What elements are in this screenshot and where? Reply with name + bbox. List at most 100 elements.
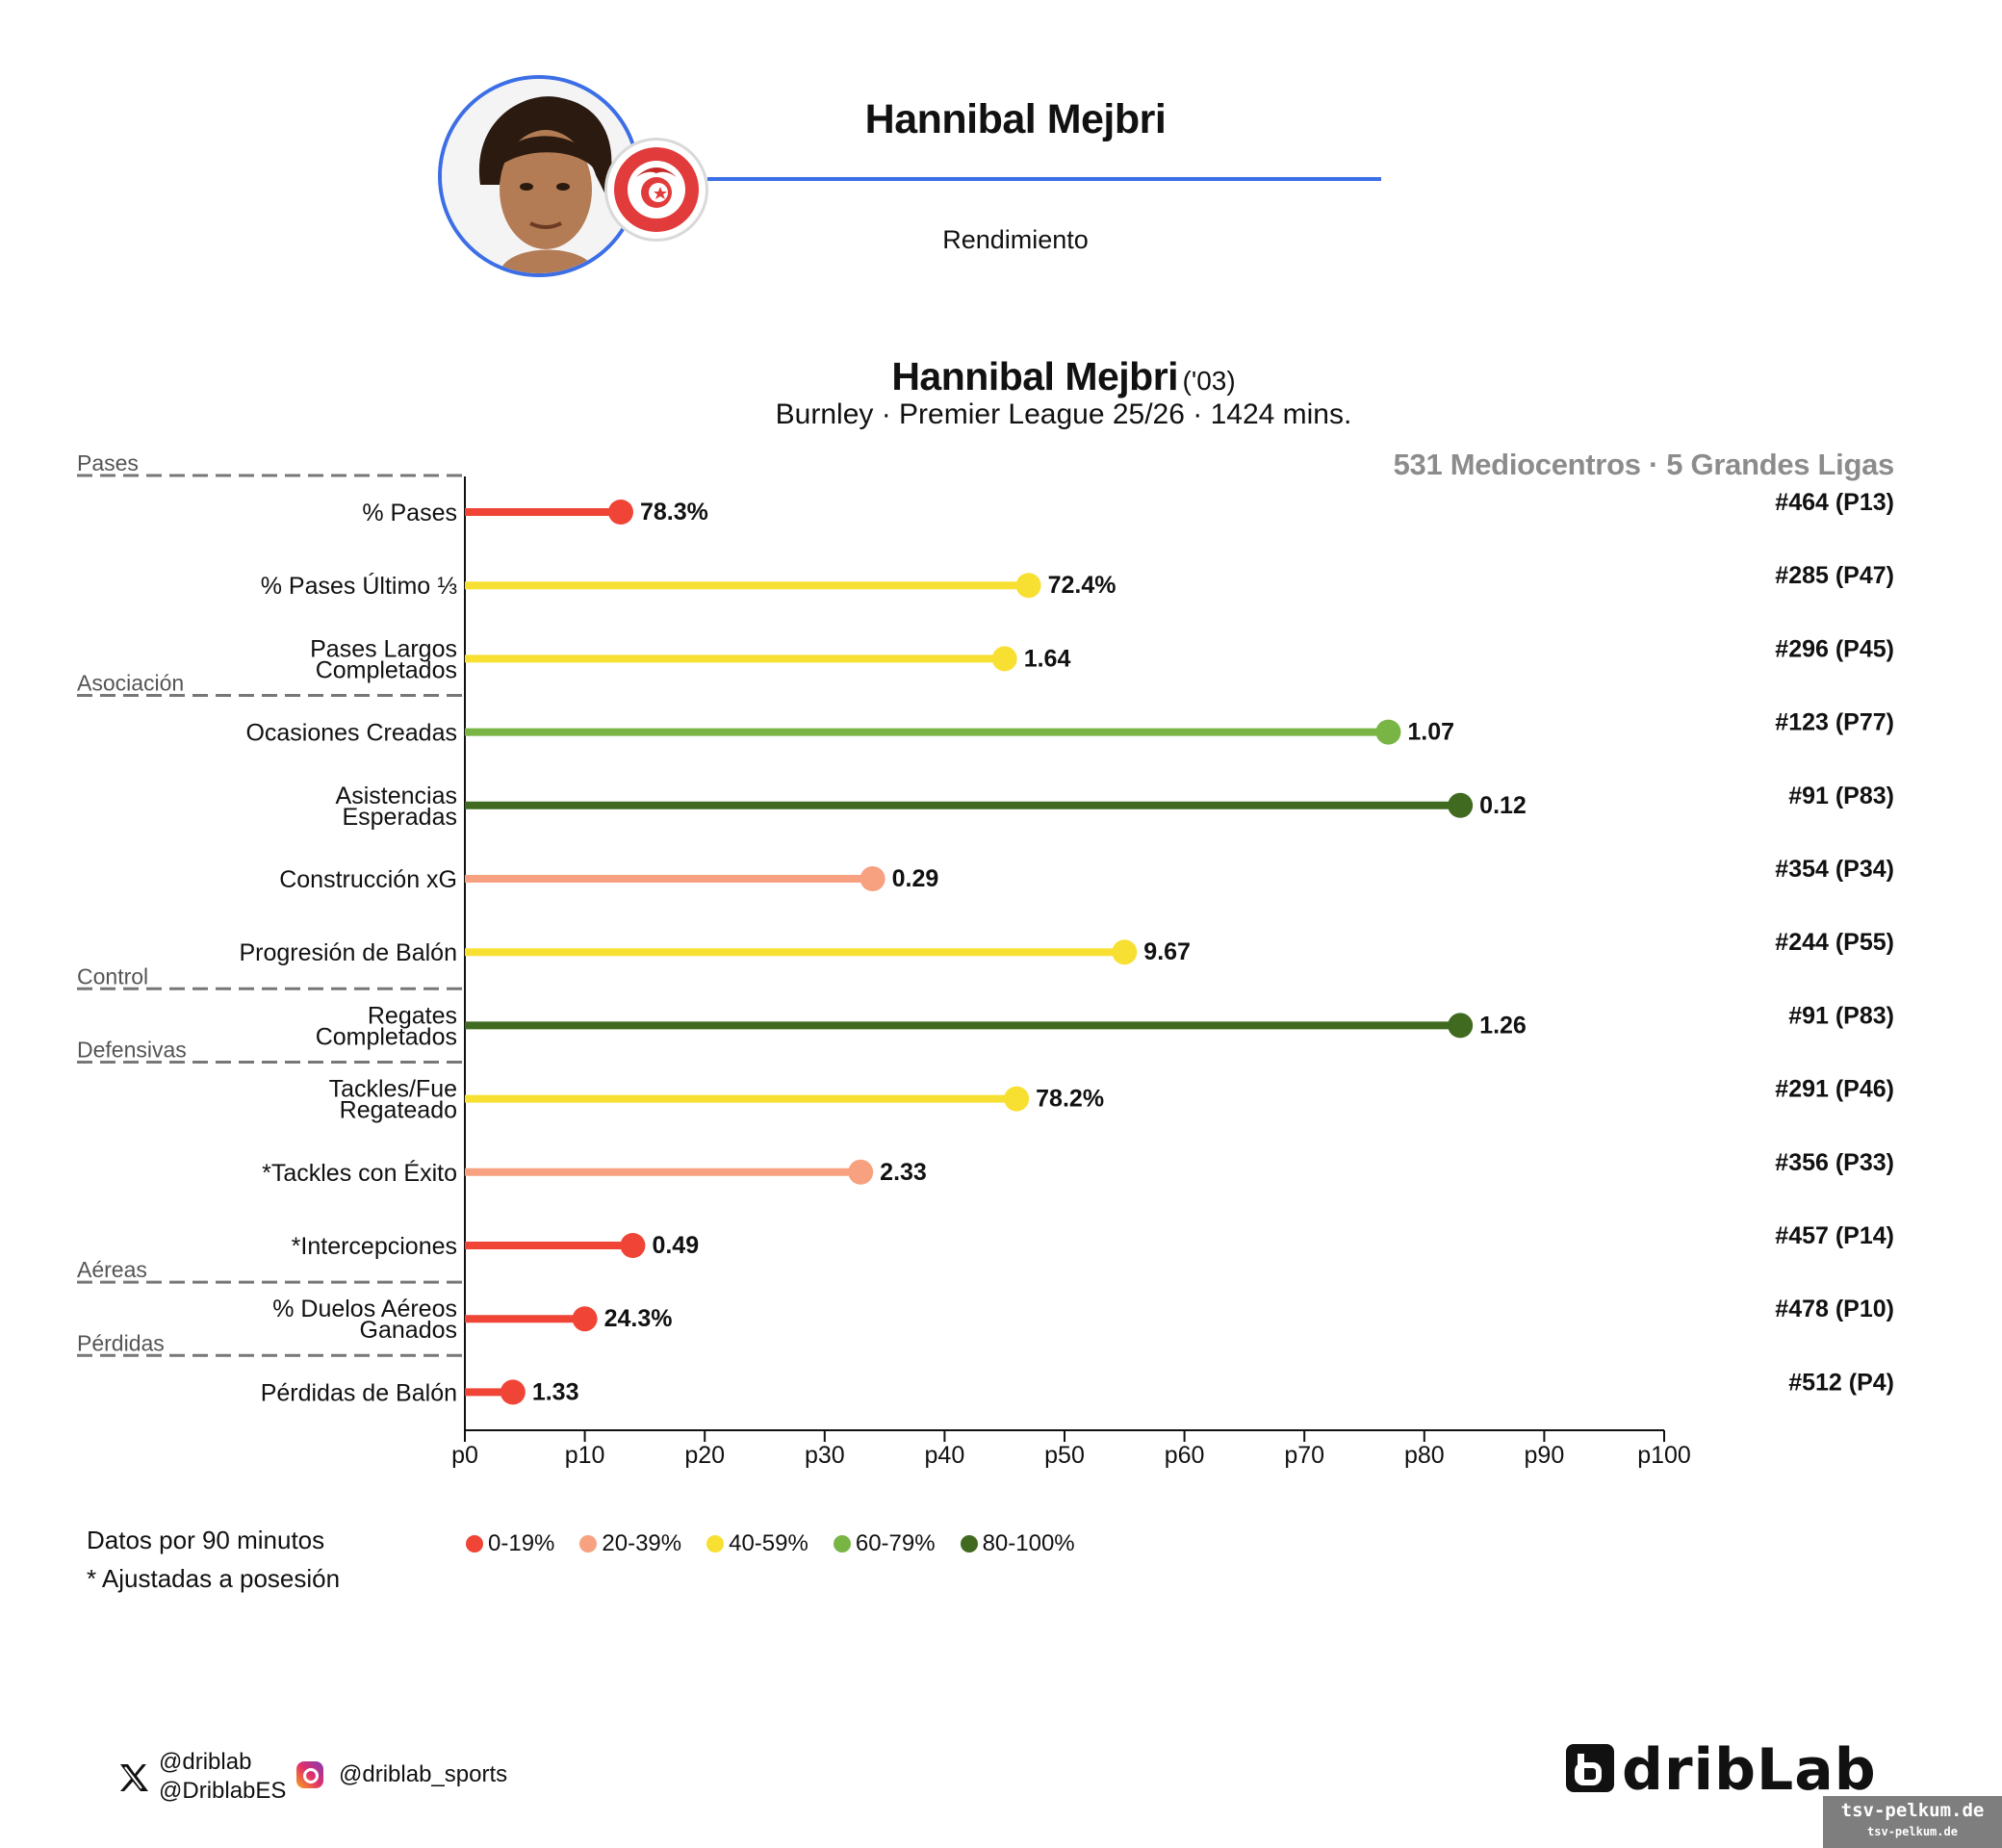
metric-value: 1.07 [1407, 719, 1454, 746]
legend-label: 40-59% [729, 1530, 808, 1556]
twitter-handle-driblabes[interactable]: @DriblabES [159, 1778, 287, 1804]
section-label: Pases [77, 450, 139, 475]
twitter-handle-driblab[interactable]: @driblab [159, 1749, 252, 1775]
legend-label: 0-19% [488, 1530, 555, 1556]
metric-dot [572, 1306, 598, 1332]
section-label: Defensivas [77, 1038, 187, 1063]
metric-value: 1.26 [1479, 1012, 1527, 1039]
metric-rank: #457 (P14) [1775, 1222, 1894, 1249]
driblab-logo-icon [1566, 1744, 1614, 1792]
metric-label: Tackles/Fue [329, 1076, 457, 1103]
metric-value: 24.3% [604, 1305, 673, 1332]
legend-item: 20-39% [579, 1530, 681, 1557]
legend-dot [579, 1535, 598, 1553]
legend-label: 20-39% [602, 1530, 682, 1556]
chart-notes: Datos por 90 minutos * Ajustadas a poses… [87, 1521, 340, 1598]
metric-dot [860, 866, 886, 891]
metric-dot [500, 1379, 526, 1405]
metric-label-line2: Ganados [360, 1317, 457, 1344]
metric-rank: #478 (P10) [1775, 1296, 1894, 1322]
legend-dot [706, 1535, 725, 1553]
metric-value: 78.2% [1036, 1086, 1104, 1113]
metric-rank: #285 (P47) [1775, 562, 1894, 589]
metric-dot [1448, 792, 1474, 818]
legend-item: 80-100% [960, 1530, 1075, 1557]
metric-dot [991, 646, 1017, 672]
x-tick-label: p60 [1165, 1442, 1205, 1469]
legend-item: 60-79% [833, 1530, 936, 1557]
legend-label: 80-100% [982, 1530, 1075, 1556]
player-header: Hannibal Mejbri Rendimiento [0, 0, 2002, 308]
metric-value: 0.29 [892, 865, 939, 892]
metric-value: 0.12 [1479, 792, 1527, 819]
metric-label-line2: Regateado [340, 1097, 457, 1124]
x-tick-label: p90 [1525, 1442, 1565, 1469]
metric-value: 0.49 [652, 1232, 699, 1259]
metric-value: 72.4% [1048, 572, 1116, 599]
legend-item: 40-59% [706, 1530, 808, 1557]
tunisia-federation-crest-icon [614, 147, 699, 232]
x-tick-label: p20 [684, 1442, 725, 1469]
driblab-logo: dribLab [1564, 1736, 1876, 1804]
metric-rank: #354 (P34) [1775, 856, 1894, 883]
metric-dot [1375, 719, 1401, 745]
legend-dot [960, 1535, 978, 1553]
section-label: Aéreas [77, 1257, 147, 1282]
metric-rank: #91 (P83) [1788, 1002, 1894, 1029]
x-tick-label: p30 [805, 1442, 845, 1469]
metric-rank: #123 (P77) [1775, 709, 1894, 736]
x-tick-label: p80 [1404, 1442, 1445, 1469]
legend-label: 60-79% [855, 1530, 936, 1556]
chart-title-year: ('03) [1182, 366, 1236, 396]
metric-rank: #244 (P55) [1775, 929, 1894, 956]
x-tick-label: p70 [1284, 1442, 1324, 1469]
watermark-subtext: tsv-pelkum.de [1867, 1825, 1958, 1838]
metric-label: Regates [368, 1002, 457, 1029]
metric-rank: #291 (P46) [1775, 1076, 1894, 1103]
header-subtitle: Rendimiento [942, 225, 1089, 254]
legend-item: 0-19% [466, 1530, 554, 1557]
metric-label: Progresión de Balón [239, 939, 457, 966]
metric-rank: #91 (P83) [1788, 783, 1894, 809]
chart-title-name: Hannibal Mejbri [891, 354, 1179, 398]
header-divider [707, 177, 1381, 181]
instagram-handle[interactable]: @driblab_sports [339, 1761, 508, 1787]
reference-group: 531 Mediocentros · 5 Grandes Ligas [1393, 448, 1895, 481]
metric-dot [1112, 939, 1138, 965]
metric-dot [1448, 1013, 1474, 1039]
metric-label: % Duelos Aéreos [272, 1296, 457, 1322]
player-photo-illustration [442, 79, 636, 273]
metric-dot [620, 1233, 646, 1258]
legend-dot [466, 1535, 483, 1553]
metric-label: Pérdidas de Balón [261, 1379, 457, 1406]
federation-badge [604, 138, 708, 242]
footer: @driblab @DriblabES @driblab_sports drib… [0, 1723, 2002, 1848]
section-label: Control [77, 963, 148, 988]
metric-dot [1004, 1086, 1030, 1112]
metric-rank: #512 (P4) [1788, 1369, 1894, 1396]
metric-value: 1.64 [1024, 645, 1071, 672]
metric-label-line2: Esperadas [342, 804, 457, 831]
metric-label: Construcción xG [279, 866, 457, 893]
watermark: tsv-pelkum.de tsv-pelkum.de [1823, 1796, 2002, 1848]
metric-label-line2: Completados [316, 1023, 457, 1050]
x-tick-label: p50 [1044, 1442, 1085, 1469]
metric-rank: #464 (P13) [1775, 489, 1894, 516]
metric-value: 1.33 [532, 1378, 579, 1405]
metric-value: 78.3% [640, 499, 708, 526]
instagram-icon [296, 1761, 323, 1788]
metric-label: Ocasiones Creadas [245, 720, 457, 747]
percentile-lollipop-chart: p0 p10 p20 p30 p40 p50 p60 p70 p80 p90 p100 Pases As… [77, 450, 1894, 1469]
metric-label-line2: Completados [316, 656, 457, 683]
note-per90: Datos por 90 minutos [87, 1526, 325, 1554]
metric-label: Pases Largos [310, 635, 457, 662]
metric-dot [607, 500, 633, 525]
metric-label: % Pases Último ⅓ [261, 572, 457, 600]
metric-dot [1015, 573, 1041, 599]
metric-value: 2.33 [880, 1159, 927, 1186]
x-tick-label: p100 [1637, 1442, 1691, 1469]
color-legend: 0-19% 20-39% 40-59% 60-79% 80-100% [466, 1530, 1100, 1557]
metric-label: *Intercepciones [292, 1233, 457, 1260]
metric-rank: #356 (P33) [1775, 1149, 1894, 1176]
chart-subtitle: Burnley · Premier League 25/26 · 1424 mi… [775, 398, 1352, 430]
